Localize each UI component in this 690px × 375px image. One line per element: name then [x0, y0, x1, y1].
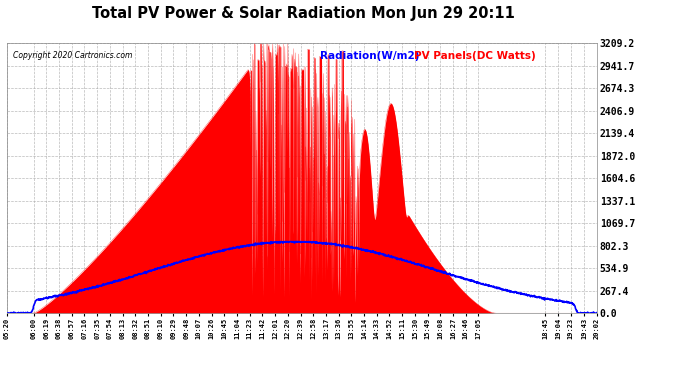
Text: Radiation(W/m2): Radiation(W/m2)	[319, 51, 419, 61]
Text: Total PV Power & Solar Radiation Mon Jun 29 20:11: Total PV Power & Solar Radiation Mon Jun…	[92, 6, 515, 21]
Text: Copyright 2020 Cartronics.com: Copyright 2020 Cartronics.com	[13, 51, 132, 60]
Text: PV Panels(DC Watts): PV Panels(DC Watts)	[414, 51, 535, 61]
